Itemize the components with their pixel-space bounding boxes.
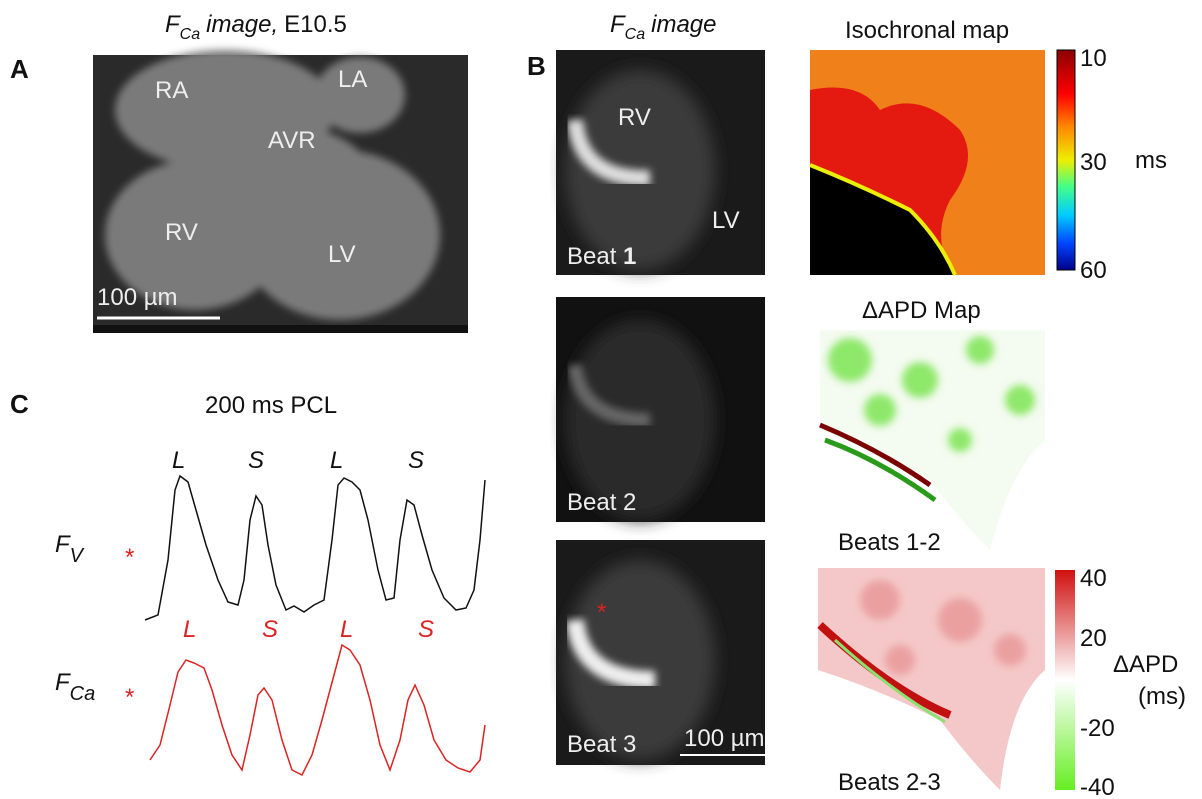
trace-label: FCa [55,669,95,705]
colorbar-tick: 20 [1080,625,1107,652]
region-label: LV [712,207,740,234]
trace-label: FV [55,531,85,567]
beat-letter: L [172,447,185,474]
map-label: Beats 2-3 [838,769,941,796]
stim-marker: * [125,544,134,571]
isochronal-map [810,50,1045,275]
beat-label: Beat 3 [567,731,636,758]
title-italic: image [651,11,716,38]
panel-title: 200 ms PCL [205,392,337,419]
region-label: RA [155,77,188,104]
colorbar-title: ΔAPD [1113,651,1178,678]
fca-trace [150,645,485,775]
colorbar-tick: 10 [1080,45,1107,72]
stim-marker: * [597,599,606,626]
panel-letter: C [10,389,29,419]
panel-letter: A [10,54,29,84]
beat-word: Beat [567,243,617,270]
colorbar-unit: ms [1135,147,1167,174]
beat-label: Beat 1 [567,243,636,270]
column-title: ΔAPD Map [862,297,981,324]
beat-letter: S [418,616,434,643]
beat-image [556,50,765,275]
apd-map [818,568,1045,790]
colorbar [1057,50,1075,270]
trace-f: F [55,531,71,558]
map-label: Beats 1-2 [838,529,941,556]
beat-letter: L [340,616,353,643]
stim-marker: * [125,684,134,711]
fv-trace [145,476,485,620]
title-sub: Ca [625,26,646,43]
title-f: F [610,11,626,38]
beat-letter: S [262,616,278,643]
trace-sub: V [70,545,85,567]
colorbar-tick: 40 [1080,565,1107,592]
trace-sub: Ca [70,683,96,705]
colorbar-tick: -40 [1080,774,1115,799]
beat-letter: S [248,447,264,474]
beat-letter: L [330,447,343,474]
region-label: LV [328,241,356,268]
colorbar-tick: 30 [1080,149,1107,176]
title-rest: E10.5 [284,11,347,38]
region-label: LA [338,66,367,93]
figure: A FCaimage,E10.5 RA LA AVR RV LV 100 µm … [0,0,1202,799]
trace-f: F [55,669,71,696]
region-label: RV [165,219,198,246]
beat-number: 1 [623,243,636,270]
beat-letter: L [183,616,196,643]
column-title: Isochronal map [845,17,1009,44]
page: A FCaimage,E10.5 RA LA AVR RV LV 100 µm … [0,0,1202,799]
beat-label: Beat 2 [567,489,636,516]
title-sub: Ca [180,26,201,43]
beat-letter: S [408,447,424,474]
region-label: RV [618,104,651,131]
colorbar-unit: (ms) [1138,683,1186,710]
region-label: AVR [268,127,316,154]
colorbar-tick: 60 [1080,257,1107,284]
panel-title: FCa image,E10.5 [165,11,347,43]
scale-bar-label: 100 µm [97,284,178,311]
colorbar [1055,570,1075,790]
title-italic: image, [206,11,278,38]
colorbar-tick: -20 [1080,715,1115,742]
scale-bar-label: 100 µm [684,725,765,752]
panel-letter: B [527,51,546,81]
apd-map [820,330,1045,550]
title-f: F [165,11,181,38]
